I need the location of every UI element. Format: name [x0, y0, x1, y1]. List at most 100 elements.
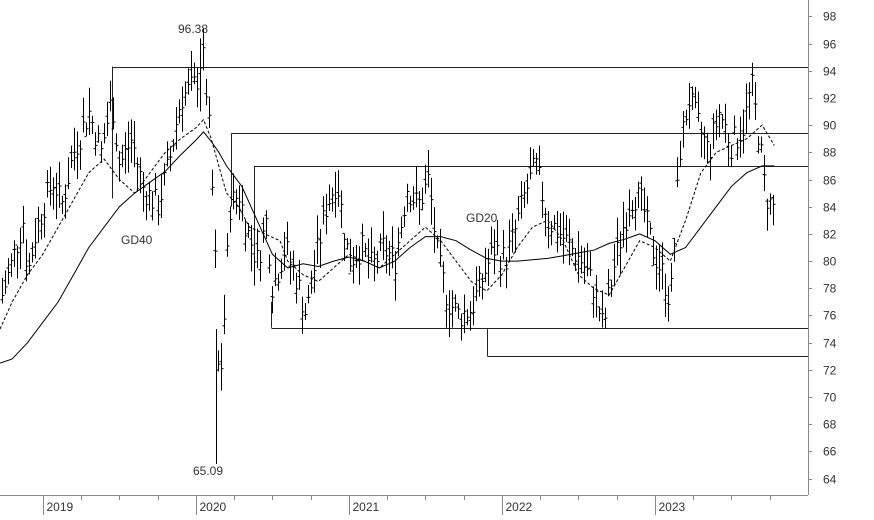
ohlc-bar	[123, 132, 128, 174]
ohlc-bar	[684, 109, 689, 126]
ohlc-bar	[249, 225, 254, 272]
ohlc-bar	[180, 86, 185, 132]
ohlc-bar	[525, 173, 530, 204]
ohlc-bar	[639, 176, 644, 211]
ohlc-bar	[630, 200, 635, 220]
ohlc-bar	[99, 141, 104, 163]
ohlc-bar	[168, 146, 173, 172]
ohlc-bar	[270, 286, 275, 314]
ohlc-bar	[33, 218, 38, 259]
ohlc-bar	[363, 242, 368, 257]
ohlc-bar	[342, 232, 347, 262]
ohlc-bar	[108, 80, 113, 112]
ohlc-bar	[36, 206, 41, 243]
ohlc-bar	[660, 242, 665, 290]
ohlc-bar	[681, 110, 686, 148]
ohlc-bar	[570, 238, 575, 257]
ohlc-bar	[756, 136, 761, 154]
ohlc-bar	[369, 227, 374, 263]
y-tick-label: 66	[823, 445, 837, 459]
ohlc-bar	[294, 272, 299, 304]
ohlc-bar	[300, 296, 305, 334]
ohlc-bar	[537, 145, 542, 176]
ohlc-bar	[360, 223, 365, 261]
ohlc-bar	[663, 273, 668, 317]
ohlc-bar	[231, 173, 236, 210]
ohlc-bar	[111, 97, 116, 130]
price-bars	[0, 28, 776, 391]
ohlc-bar	[753, 82, 758, 120]
ohlc-bar	[351, 246, 356, 284]
ohlc-bar	[567, 218, 572, 266]
ohlc-bar	[171, 139, 176, 152]
ohlc-bar	[666, 286, 671, 322]
ohlc-bar	[384, 235, 389, 274]
ohlc-bar	[117, 150, 122, 182]
ohlc-bar	[135, 157, 140, 192]
ohlc-bar	[18, 227, 23, 270]
ohlc-bar	[462, 294, 467, 334]
ohlc-bar	[699, 121, 704, 158]
ohlc-bar	[57, 161, 62, 208]
ohlc-bar	[87, 87, 92, 135]
gd40-series-line	[0, 131, 775, 364]
ohlc-bar	[234, 189, 239, 215]
ohlc-bar	[207, 96, 212, 128]
ohlc-bar	[48, 166, 53, 206]
ohlc-bar	[546, 210, 551, 249]
ohlc-bar	[165, 141, 170, 167]
x-tick-label: 2019	[47, 500, 74, 514]
ohlc-bar	[531, 149, 536, 167]
y-tick-label: 82	[823, 228, 837, 242]
ohlc-bar	[63, 184, 68, 219]
ohlc-bar	[177, 99, 182, 124]
y-tick-label: 92	[823, 92, 837, 106]
ohlc-bar	[396, 227, 401, 257]
ohlc-bar	[336, 170, 341, 207]
ohlc-bar	[759, 136, 764, 153]
ohlc-bar	[459, 313, 464, 341]
ohlc-bar	[612, 243, 617, 285]
ohlc-bar	[93, 132, 98, 156]
ohlc-bar	[516, 196, 521, 221]
ohlc-bar	[306, 284, 311, 304]
ohlc-bar	[60, 195, 65, 215]
gd40-series-label: GD40	[121, 233, 153, 247]
ohlc-bar	[432, 207, 437, 253]
ohlc-bar	[738, 116, 743, 158]
ohlc-bar	[69, 145, 74, 169]
ohlc-bar	[54, 172, 59, 220]
ohlc-bar	[333, 171, 338, 218]
ohlc-bar	[645, 196, 650, 238]
gd20-series-label: GD20	[466, 211, 498, 225]
ohlc-bar	[627, 189, 632, 227]
high-annotation: 96.38	[178, 22, 208, 36]
ohlc-bar	[189, 51, 194, 91]
ohlc-bar	[696, 91, 701, 122]
ohlc-bar	[606, 269, 611, 297]
ohlc-bar	[222, 294, 227, 335]
ohlc-bar	[441, 261, 446, 293]
x-tick-label: 2021	[353, 500, 380, 514]
ohlc-bar	[210, 169, 215, 196]
ohlc-bar	[405, 183, 410, 212]
ohlc-bar	[750, 62, 755, 97]
ohlc-bar	[552, 215, 557, 230]
ohlc-bar	[75, 131, 80, 180]
ohlc-bar	[411, 186, 416, 210]
y-tick-label: 70	[823, 391, 837, 405]
ohlc-bar	[156, 194, 161, 226]
ohlc-bar	[255, 228, 260, 269]
ohlc-bar	[729, 145, 734, 168]
ohlc-bar	[357, 246, 362, 285]
ohlc-bar	[594, 275, 599, 318]
ohlc-bar	[96, 125, 101, 143]
ohlc-bar	[201, 28, 206, 71]
y-tick-label: 94	[823, 65, 837, 79]
ohlc-bar	[420, 187, 425, 211]
ohlc-bar	[264, 210, 269, 239]
y-tick-label: 74	[823, 337, 837, 351]
ohlc-bar	[687, 82, 692, 129]
ohlc-bar	[159, 174, 164, 219]
